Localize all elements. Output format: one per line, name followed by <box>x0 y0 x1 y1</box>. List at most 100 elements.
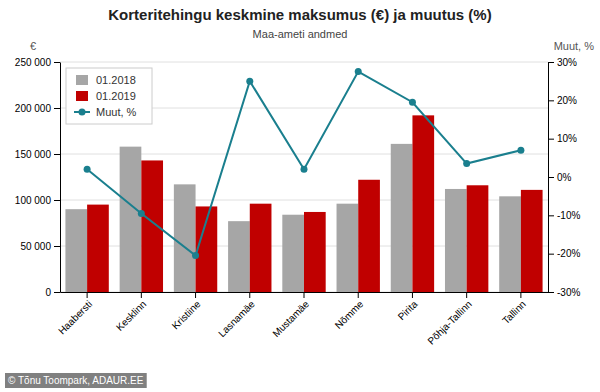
y-tick-label: 250 000 <box>15 57 52 68</box>
y-tick: 100 000 <box>15 195 60 206</box>
y2-tick-label: 20% <box>557 95 577 106</box>
legend-box <box>66 68 152 124</box>
y2-tick-mark <box>548 215 554 216</box>
y-tick-label: 150 000 <box>15 149 52 160</box>
y-tick-mark <box>54 200 60 201</box>
bar <box>141 160 163 292</box>
y2-tick: -30% <box>548 287 580 298</box>
y-tick-mark <box>54 108 60 109</box>
line-marker <box>463 160 470 167</box>
plot-area: 050 000100 000150 000200 000250 000-30%-… <box>15 57 581 347</box>
y2-tick-mark <box>548 100 554 101</box>
x-tick: Kristiine <box>170 292 203 331</box>
y2-tick-mark <box>548 292 554 293</box>
y2-tick: -20% <box>548 248 580 259</box>
marks <box>65 68 542 292</box>
bar <box>337 204 359 292</box>
y2-tick: 20% <box>548 95 577 106</box>
y2-axis: -30% -20% -10% 0% 10% 20% 30% <box>548 57 580 298</box>
legend-label: Muut, % <box>96 106 137 118</box>
bar <box>174 184 196 292</box>
y-tick: 250 000 <box>15 57 60 68</box>
x-tick: Põhja-Tallinn <box>425 292 473 347</box>
bar-series <box>65 144 520 292</box>
x-tick-mark <box>87 292 88 298</box>
line-marker <box>355 68 362 75</box>
x-tick-mark <box>141 292 142 298</box>
grid-line <box>60 62 548 63</box>
x-axis: HaaberstiKesklinnKristiineLasnamäeMustam… <box>56 292 548 347</box>
x-tick-label: Mustamäe <box>270 298 311 339</box>
bar <box>391 144 413 292</box>
y-tick-mark <box>54 62 60 63</box>
line-marker <box>517 147 524 154</box>
y2-tick-mark <box>548 139 554 140</box>
x-tick-mark <box>412 292 413 298</box>
y2-tick-label: 0% <box>557 172 572 183</box>
x-tick-label: Kristiine <box>170 298 203 331</box>
legend-swatch <box>79 109 86 116</box>
bar <box>282 215 304 292</box>
x-tick: Kesklinn <box>114 292 149 333</box>
legend-label: 01.2018 <box>96 74 136 86</box>
chart: 050 000100 000150 000200 000250 000-30%-… <box>0 0 600 392</box>
bar <box>65 209 87 292</box>
y2-tick-mark <box>548 62 554 63</box>
x-tick-label: Lasnamäe <box>216 298 257 339</box>
y2-axis-label: Muut, % <box>554 40 595 52</box>
x-tick-label: Põhja-Tallinn <box>425 298 473 346</box>
line-marker <box>192 252 199 259</box>
legend-label: 01.2019 <box>96 90 136 102</box>
subtitle: Maa-ameti andmed <box>253 28 348 40</box>
bar <box>304 212 326 292</box>
bar-series <box>87 115 542 292</box>
x-tick-mark <box>304 292 305 298</box>
y2-tick-mark <box>548 177 554 178</box>
y2-tick-label: -10% <box>557 210 580 221</box>
legend-item: Muut, % <box>74 106 137 118</box>
bar <box>120 147 142 292</box>
x-tick: Tallinn <box>500 292 528 326</box>
line-marker <box>246 78 253 85</box>
x-tick-label: Nõmme <box>333 298 366 331</box>
y-tick: 50 000 <box>20 241 60 252</box>
y2-tick-label: 30% <box>557 57 577 68</box>
x-tick: Pirita <box>396 292 420 322</box>
line-marker <box>301 166 308 173</box>
y2-tick-label: 10% <box>557 133 577 144</box>
y2-tick-label: -20% <box>557 248 580 259</box>
y-tick-mark <box>54 292 60 293</box>
legend-item: 01.2018 <box>76 74 136 86</box>
y-tick: 200 000 <box>15 103 60 114</box>
y2-tick: 30% <box>548 57 577 68</box>
y-tick-label: 50 000 <box>20 241 51 252</box>
x-tick: Nõmme <box>333 292 366 331</box>
legend-item: 01.2019 <box>76 90 136 102</box>
x-tick-label: Pirita <box>396 298 420 322</box>
x-tick-mark <box>195 292 196 298</box>
legend-swatch <box>76 75 88 85</box>
annotation: © Tõnu Toompark, ADAUR.EE <box>8 375 144 386</box>
x-tick: Mustamäe <box>270 292 311 339</box>
y-tick-label: 100 000 <box>15 195 52 206</box>
line-marker <box>84 166 91 173</box>
x-tick-mark <box>249 292 250 298</box>
title: Korteritehingu keskmine maksumus (€) ja … <box>108 6 491 23</box>
x-tick-mark <box>520 292 521 298</box>
bar <box>499 196 521 292</box>
legend: 01.2018 01.2019 Muut, % <box>66 68 152 124</box>
y-tick-label: 200 000 <box>15 103 52 114</box>
y-tick-mark <box>54 154 60 155</box>
y-axis-line <box>60 63 61 293</box>
y-tick-mark <box>54 246 60 247</box>
bar <box>87 205 109 292</box>
y2-tick-mark <box>548 254 554 255</box>
y-axis-label: € <box>30 40 36 52</box>
annotation-background <box>5 373 147 388</box>
y-axis: 050 000100 000150 000200 000250 000 <box>15 57 61 298</box>
y2-tick: -10% <box>548 210 580 221</box>
y2-tick: 0% <box>548 172 572 183</box>
x-tick-mark <box>466 292 467 298</box>
y-tick: 150 000 <box>15 149 60 160</box>
y2-tick: 10% <box>548 133 577 144</box>
